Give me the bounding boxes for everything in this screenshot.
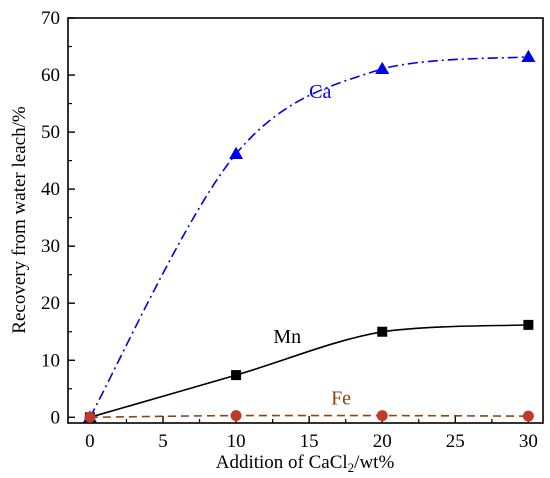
x-tick-label: 20 [373,431,392,452]
y-tick-label: 30 [41,236,60,257]
y-tick-label: 10 [41,350,60,371]
series-mn [84,319,534,423]
series-mn-marker [377,326,388,337]
series-labels: Ca Mn Fe [273,81,351,410]
x-tick-label: 10 [227,431,246,452]
y-tick-label: 20 [41,293,60,314]
plot-frame [67,17,544,424]
series-mn-line [89,324,529,419]
series-fe-label: Fe [331,388,351,410]
series-ca-line [89,55,529,418]
y-tick-label: 0 [51,407,61,428]
series-ca-marker [521,49,536,63]
x-tick-label: 5 [158,431,168,452]
series-fe-marker [522,410,534,422]
x-axis-title-subscript: 2 [348,460,355,475]
series-fe-marker [230,410,242,422]
axes: 0 5 10 15 20 25 30 0 10 20 30 40 50 60 70 [41,8,538,452]
x-axis-title-part1: Addition of CaCl [216,452,348,473]
series-mn-marker [231,370,242,381]
y-tick-label: 50 [41,122,60,143]
series-ca-marker [375,61,390,75]
series-fe-marker [84,411,96,423]
x-tick-label: 15 [300,431,319,452]
x-axis-title-part2: /wt% [354,452,394,473]
y-tick-label: 70 [41,8,60,29]
series-mn-marker [523,319,534,330]
y-tick-label: 60 [41,65,60,86]
x-tick-label: 25 [446,431,465,452]
series-ca-marker [229,146,244,160]
series-ca [82,49,536,423]
series-fe-marker [376,410,388,422]
x-axis-title-group: Addition of CaCl2/wt% [216,452,395,475]
y-axis-title: Recovery from water leach/% [9,106,30,334]
series-layer [82,49,536,423]
y-tick-label: 40 [41,179,60,200]
series-mn-label: Mn [273,326,301,348]
x-tick-label: 30 [519,431,538,452]
series-ca-label: Ca [309,81,331,103]
x-axis-title: Addition of CaCl2/wt% [216,452,395,475]
series-fe [84,410,534,423]
x-tick-label: 0 [85,431,95,452]
